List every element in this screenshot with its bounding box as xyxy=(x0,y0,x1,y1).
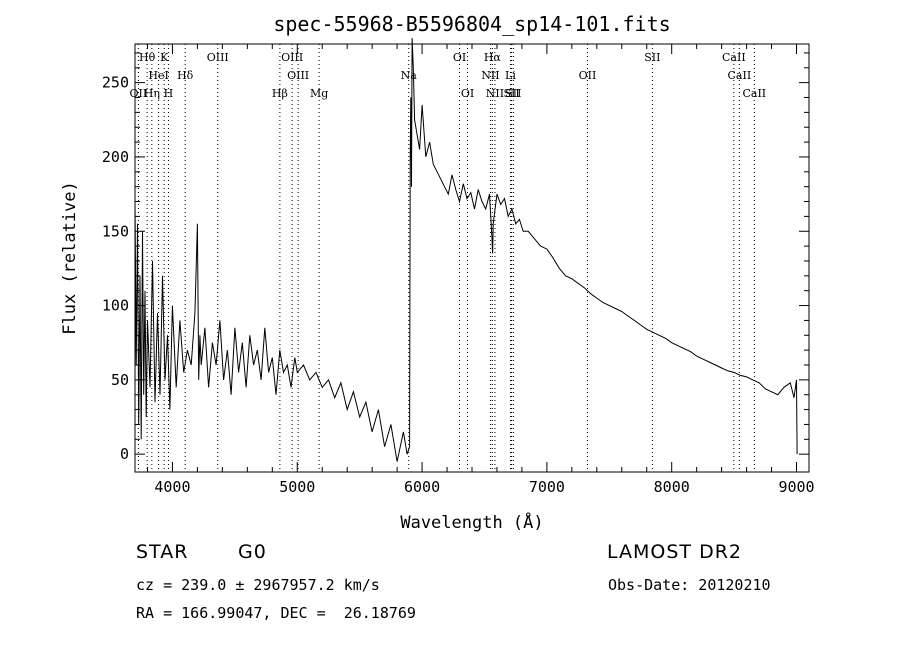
y-axis-label: Flux (relative) xyxy=(60,181,80,335)
line-label-Hθ: Hθ xyxy=(139,51,156,64)
line-label-CaII: CaII xyxy=(742,87,766,100)
x-tick-label: 6000 xyxy=(404,478,440,496)
x-tick-label: 8000 xyxy=(654,478,690,496)
line-label-OI: OI xyxy=(461,87,474,100)
line-label-Na: Na xyxy=(401,69,418,82)
object-class: STAR xyxy=(136,541,189,563)
line-label-OII: OII xyxy=(579,69,597,82)
axis-ticks: 4000 5000 6000 7000 8000 9000 0 50 100 150 200 250 xyxy=(102,44,815,496)
line-label-Li: Li xyxy=(505,69,516,82)
x-tick-label: 5000 xyxy=(279,478,315,496)
line-label-Hα: Hα xyxy=(484,51,502,64)
line-label-H: H xyxy=(164,87,174,100)
line-label-OIII: OIII xyxy=(207,51,229,64)
line-label-NII: NII xyxy=(481,69,499,82)
y-tick-label: 150 xyxy=(102,222,129,240)
x-tick-label: 4000 xyxy=(154,478,190,496)
obs-date: Obs-Date: 20120210 xyxy=(608,576,771,594)
x-axis-label: Wavelength (Å) xyxy=(400,511,543,533)
y-tick-label: 50 xyxy=(111,371,129,389)
line-label-Mg: Mg xyxy=(310,87,328,100)
line-label-NII: NII xyxy=(486,87,504,100)
line-label-OI: OI xyxy=(453,51,466,64)
coordinates: RA = 166.99047, DEC = 26.18769 xyxy=(136,604,416,622)
line-label-Hη: Hη xyxy=(144,87,160,100)
chart-title: spec-55968-B5596804_sp14-101.fits xyxy=(273,12,670,36)
line-label-SII: SII xyxy=(505,87,521,100)
x-tick-label: 7000 xyxy=(529,478,565,496)
y-tick-label: 250 xyxy=(102,74,129,92)
line-label-SII: SII xyxy=(644,51,660,64)
line-label-K: K xyxy=(160,51,169,64)
spectrum-series-line xyxy=(134,38,798,462)
x-tick-label: 9000 xyxy=(778,478,814,496)
line-label-OIII: OIII xyxy=(281,51,303,64)
line-label-OIII: OIII xyxy=(287,69,309,82)
redshift-cz: cz = 239.0 ± 2967957.2 km/s xyxy=(136,576,380,594)
line-label-OII: OII xyxy=(130,87,148,100)
line-label-SII: SII xyxy=(503,87,519,100)
survey-name: LAMOST DR2 xyxy=(607,541,742,563)
object-subclass: G0 xyxy=(238,541,267,563)
y-tick-label: 200 xyxy=(102,148,129,166)
line-label-Hδ: Hδ xyxy=(177,69,194,82)
y-tick-label: 100 xyxy=(102,297,129,315)
line-label-CaII: CaII xyxy=(722,51,746,64)
y-tick-label: 0 xyxy=(120,445,129,463)
line-label-Hβ: Hβ xyxy=(272,87,288,100)
plot-frame xyxy=(134,43,810,473)
line-label-HeI: HeI xyxy=(148,69,168,82)
line-label-CaII: CaII xyxy=(728,69,752,82)
